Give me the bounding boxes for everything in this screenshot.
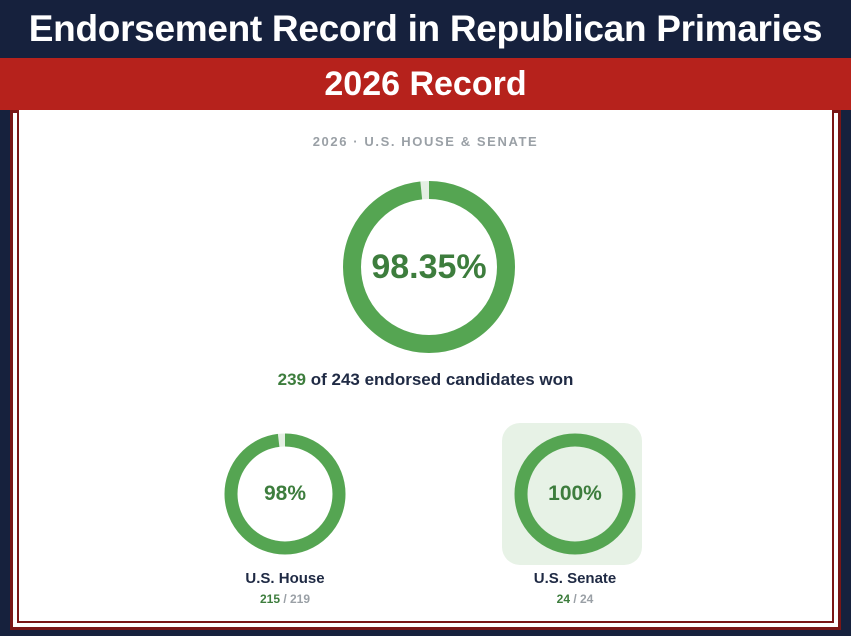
- overall-percent: 98.35%: [371, 247, 487, 286]
- senate-percent: 100%: [548, 482, 602, 505]
- senate-won-count: 24: [556, 592, 570, 606]
- senate-total: / 24: [570, 592, 594, 606]
- house-ring-progress: [224, 433, 346, 555]
- card-subtitle: 2026 · U.S. HOUSE & SENATE: [312, 134, 539, 149]
- page-title: Endorsement Record in Republican Primari…: [0, 0, 851, 58]
- overall-ring-graphic: [343, 181, 515, 353]
- overall-ring: 98.35%: [341, 179, 517, 355]
- house-ring: 98%: [222, 431, 348, 557]
- record-card-inner: 2026 · U.S. HOUSE & SENATE 98.35% 239 of…: [17, 110, 834, 623]
- overall-summary-text: of 243 endorsed candidates won: [306, 370, 574, 389]
- overall-won-count: 239: [277, 370, 307, 389]
- overall-ring-progress: [343, 181, 515, 353]
- house-label: U.S. House: [245, 570, 325, 587]
- house-count: 215 / 219: [205, 592, 365, 606]
- senate-ring-progress: [514, 433, 636, 555]
- record-card: 2026 · U.S. HOUSE & SENATE 98.35% 239 of…: [10, 110, 841, 630]
- senate-count: 24 / 24: [495, 592, 655, 606]
- house-won-count: 215: [259, 592, 280, 606]
- house-ring-graphic: [224, 433, 346, 555]
- overall-summary: 239 of 243 endorsed candidates won: [19, 370, 832, 390]
- senate-ring: 100%: [512, 431, 638, 557]
- house-percent: 98%: [263, 482, 307, 505]
- senate-ring-graphic: [514, 433, 636, 555]
- record-banner: 2026 Record: [0, 58, 851, 110]
- house-total: / 219: [280, 592, 311, 606]
- senate-label: U.S. Senate: [533, 570, 617, 587]
